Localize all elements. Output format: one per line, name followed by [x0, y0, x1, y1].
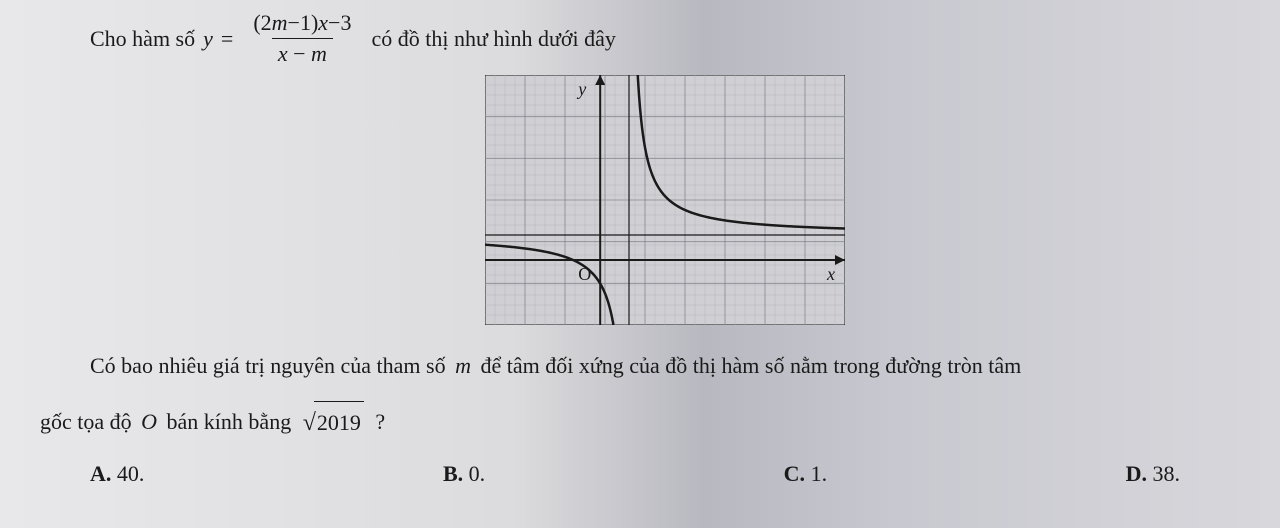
- problem-statement: Cho hàm số y = (2m−1)x−3 x − m có đồ thị…: [90, 10, 1240, 67]
- answer-c[interactable]: C. 1.: [784, 461, 827, 487]
- graph-container: Oy x: [90, 75, 1240, 325]
- answer-d[interactable]: D. 38.: [1126, 461, 1180, 487]
- svg-text:y: y: [576, 79, 586, 99]
- hyperbola-graph: Oy x: [485, 75, 845, 325]
- func-eq: =: [221, 26, 233, 52]
- numerator: (2m−1)x−3: [247, 10, 357, 38]
- svg-text:x: x: [826, 264, 835, 284]
- answer-row: A. 40. B. 0. C. 1. D. 38.: [90, 461, 1240, 487]
- question-text-2: gốc tọa độ O bán kính bằng √ 2019 ?: [40, 401, 1240, 447]
- answer-b[interactable]: B. 0.: [443, 461, 485, 487]
- intro-text: Cho hàm số: [90, 26, 195, 52]
- denominator: x − m: [272, 38, 333, 67]
- fraction: (2m−1)x−3 x − m: [247, 10, 357, 67]
- answer-a[interactable]: A. 40.: [90, 461, 144, 487]
- after-frac-text: có đồ thị như hình dưới đây: [371, 26, 615, 52]
- func-y: y: [203, 26, 213, 52]
- question-text: Có bao nhiêu giá trị nguyên của tham số …: [90, 345, 1240, 387]
- sqrt-expression: √ 2019: [303, 401, 364, 447]
- svg-text:O: O: [578, 264, 591, 284]
